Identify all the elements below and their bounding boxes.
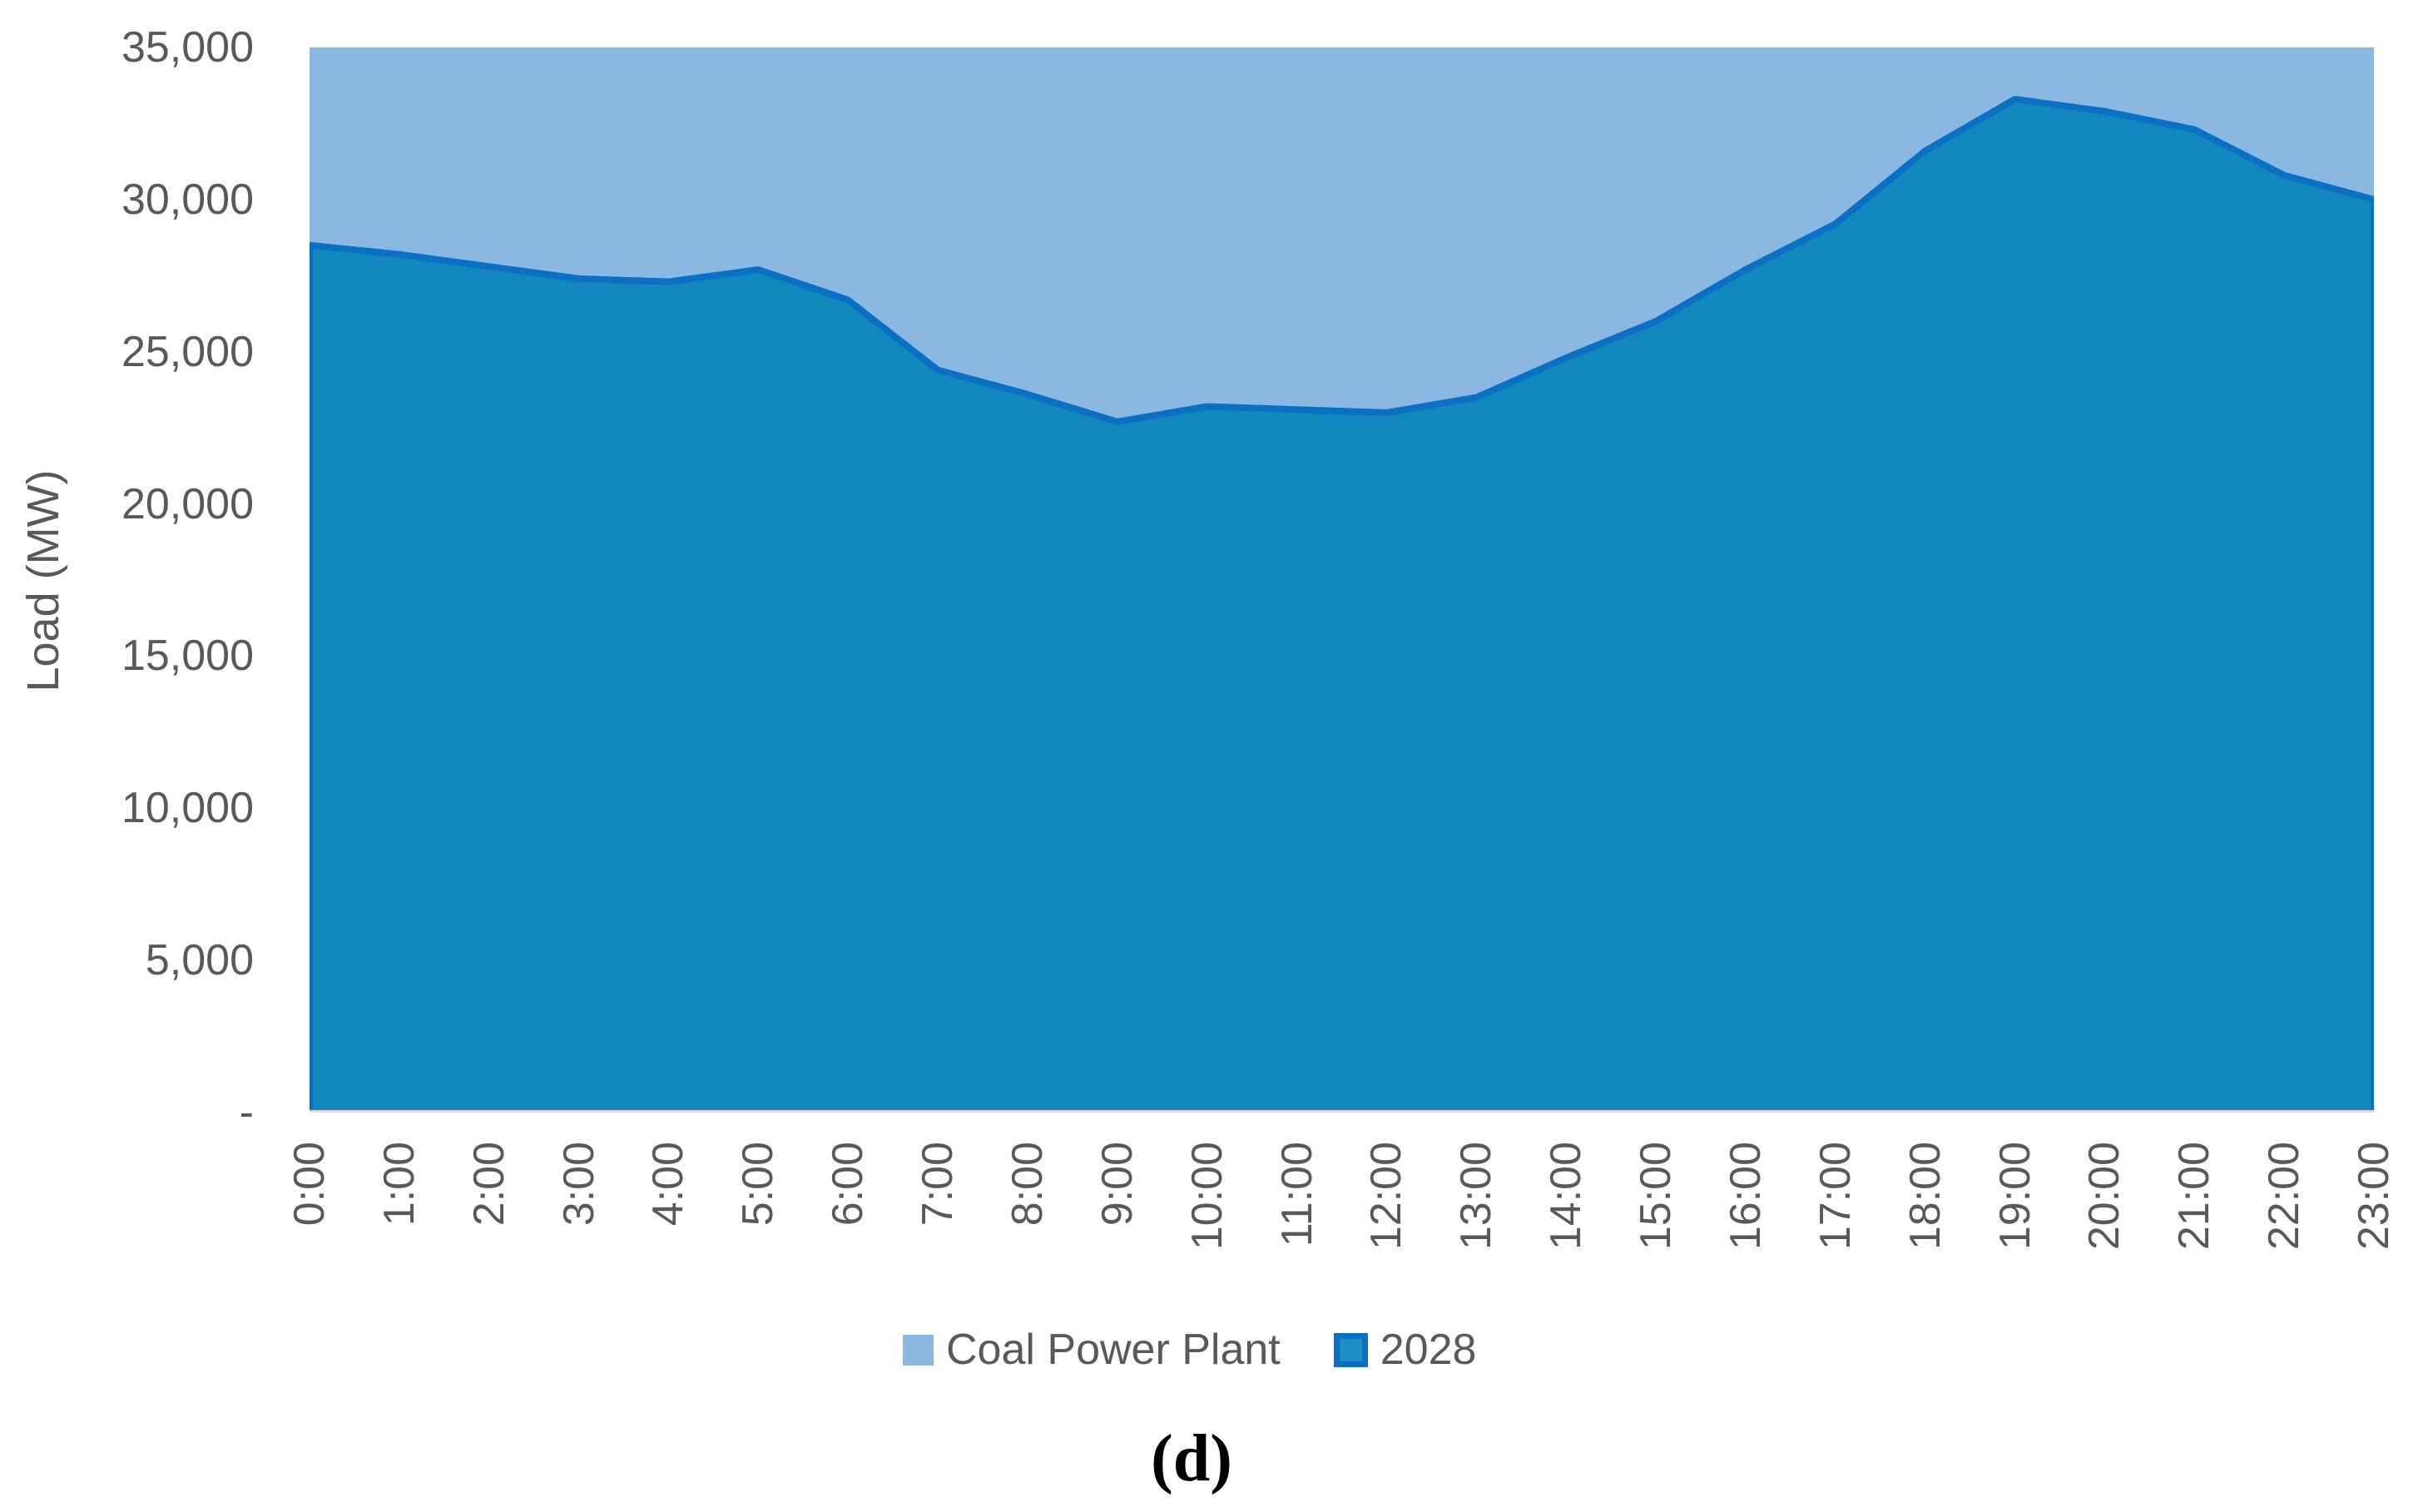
x-tick-label: 0:00 [285, 1142, 334, 1227]
y-tick-label: - [239, 1088, 254, 1137]
figure-caption: (d) [1151, 1422, 1232, 1495]
legend-item-coal-power-plant: Coal Power Plant [903, 1328, 1281, 1371]
x-tick-label: 8:00 [1003, 1142, 1052, 1227]
y-tick-label: 25,000 [121, 327, 254, 376]
x-tick-label: 4:00 [644, 1142, 693, 1227]
x-tick-label: 10:00 [1182, 1142, 1231, 1251]
x-tick-label: 2:00 [464, 1142, 513, 1227]
x-tick-label: 22:00 [2260, 1142, 2309, 1251]
x-tick-label: 5:00 [734, 1142, 783, 1227]
x-tick-label: 17:00 [1811, 1142, 1860, 1251]
legend-swatch-icon [1333, 1332, 1368, 1367]
x-tick-label: 3:00 [554, 1142, 603, 1227]
plot-area [310, 47, 2374, 1113]
x-tick-label: 20:00 [2080, 1142, 2129, 1251]
border-2028 [310, 96, 2374, 1113]
y-tick-label: 15,000 [121, 632, 254, 681]
legend-label: 2028 [1380, 1326, 1477, 1374]
x-tick-label: 6:00 [824, 1142, 873, 1227]
legend-item-2028: 2028 [1333, 1326, 1477, 1374]
legend-label: Coal Power Plant [946, 1326, 1281, 1374]
x-tick-label: 1:00 [374, 1142, 424, 1227]
x-tick-label: 7:00 [914, 1142, 963, 1227]
x-tick-label: 15:00 [1632, 1142, 1681, 1251]
x-tick-label: 19:00 [1990, 1142, 2039, 1251]
legend-swatch-icon [903, 1334, 934, 1366]
x-tick-label: 9:00 [1093, 1142, 1142, 1227]
area-2028 [310, 99, 2374, 1113]
x-tick-label: 16:00 [1721, 1142, 1770, 1251]
x-tick-label: 12:00 [1362, 1142, 1411, 1251]
legend: Coal Power Plant 2028 [903, 1328, 1476, 1371]
y-tick-label: 5,000 [145, 936, 254, 985]
x-tick-label: 21:00 [2170, 1142, 2219, 1251]
y-tick-label: 10,000 [121, 784, 254, 833]
x-tick-label: 23:00 [2350, 1142, 2398, 1251]
y-tick-label: 20,000 [121, 479, 254, 528]
x-tick-label: 13:00 [1452, 1142, 1501, 1251]
x-tick-label: 18:00 [1900, 1142, 1950, 1251]
x-tick-label: 11:00 [1272, 1142, 1321, 1247]
x-tick-label: 14:00 [1542, 1142, 1591, 1251]
y-tick-label: 30,000 [121, 175, 254, 224]
y-tick-label: 35,000 [121, 23, 254, 72]
